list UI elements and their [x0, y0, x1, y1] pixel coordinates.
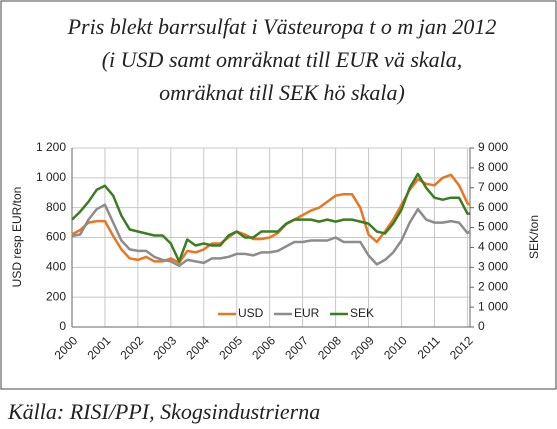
frame: [0, 0, 557, 390]
y2-tick-label: 9 000: [478, 140, 508, 154]
x-tick-label: 2002: [117, 333, 146, 362]
legend-label: SEK: [350, 306, 374, 320]
y2-tick-label: 7 000: [478, 180, 508, 194]
x-tick-label: 2010: [381, 333, 410, 362]
x-tick-label: 2008: [315, 333, 344, 362]
legend-label: USD: [238, 306, 264, 320]
x-tick-label: 2009: [348, 333, 377, 362]
y-axis-label: USD resp EUR/ton: [10, 187, 24, 288]
y2-tick-label: 1 000: [478, 299, 508, 313]
y-tick-label: 600: [46, 230, 66, 244]
x-tick-label: 2000: [52, 333, 81, 362]
line-series: [71, 172, 470, 263]
x-tick-label: 2004: [183, 333, 212, 362]
y-tick-label: 200: [46, 289, 66, 303]
x-tick-label: 2012: [447, 333, 476, 362]
y2-tick-label: 8 000: [478, 160, 508, 174]
chart-title: (i USD samt omräknat till EUR vä skala,: [102, 47, 463, 72]
y-tick-label: 1 200: [36, 140, 66, 154]
chart-title: Pris blekt barrsulfat i Västeuropa t o m…: [67, 14, 497, 39]
x-tick-label: 2011: [415, 333, 443, 361]
y-tick-label: 400: [46, 260, 66, 274]
legend-label: EUR: [294, 306, 320, 320]
y2-axis-label: SEK/ton: [527, 215, 541, 259]
chart-title: omräknat till SEK hö skala): [159, 80, 405, 105]
y-tick-label: 1 000: [36, 170, 66, 184]
x-tick-label: 2006: [249, 333, 278, 362]
x-tick-label: 2007: [282, 333, 311, 362]
y-tick-label: 800: [46, 200, 66, 214]
x-tick-label: 2001: [85, 333, 114, 362]
x-tick-label: 2003: [150, 333, 179, 362]
y2-tick-label: 0: [478, 319, 485, 333]
y-tick-label: 0: [59, 319, 66, 333]
y2-tick-label: 3 000: [478, 260, 508, 274]
source: Källa: RISI/PPI, Skogsindustrierna: [7, 399, 320, 424]
y2-tick-label: 4 000: [478, 240, 508, 254]
y2-tick-label: 2 000: [478, 279, 508, 293]
y2-tick-label: 5 000: [478, 220, 508, 234]
line-series: [71, 203, 471, 268]
y2-tick-label: 6 000: [478, 200, 508, 214]
x-tick-label: 2005: [216, 333, 245, 362]
